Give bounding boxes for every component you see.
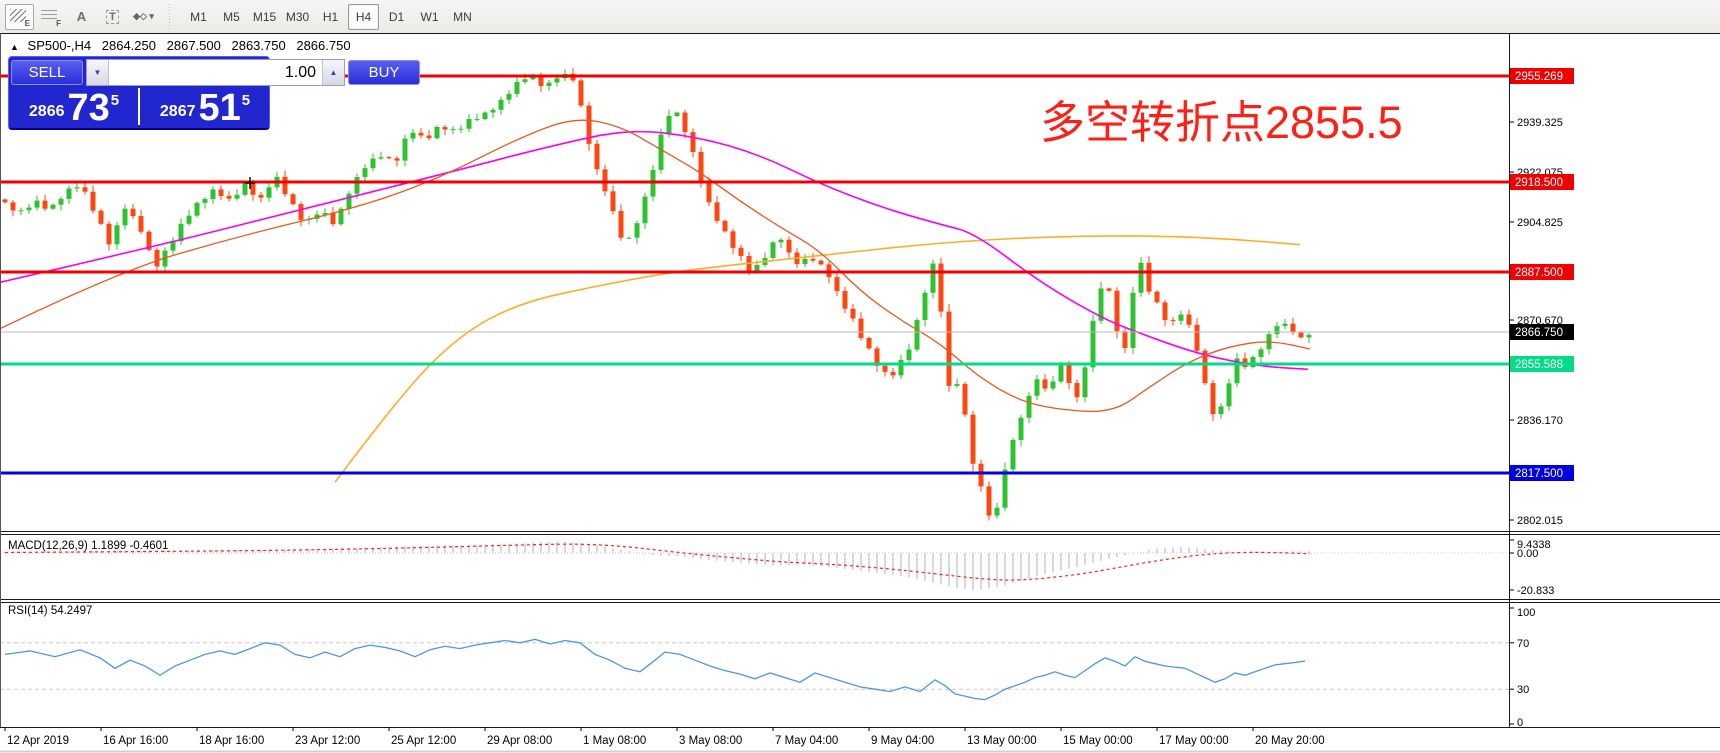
ask-price: 2867 51 5 [140, 86, 269, 127]
toolbar-separator [167, 3, 172, 30]
collapse-panel-icon[interactable]: ▲ [10, 42, 19, 52]
volume-increase-button[interactable]: ▲ [322, 60, 344, 85]
macd-histogram [4, 541, 1310, 591]
timeframe-button-H4[interactable]: H4 [348, 3, 379, 30]
timeframes-toolbar: M1 M5 M15 M30 H1 H4 D1 W1 MN [178, 0, 479, 33]
rsi-line [4, 638, 1306, 701]
rsi-indicator-label: RSI(14) 54.2497 [8, 605, 93, 617]
time-tick-label: 13 May 00:00 [967, 735, 1037, 747]
timeframe-button-MN[interactable]: MN [453, 9, 472, 24]
timeframe-button-W1[interactable]: W1 [420, 9, 439, 24]
timeframe-button-M5[interactable]: M5 [223, 9, 240, 24]
timeframe-button-D1[interactable]: D1 [388, 9, 405, 24]
ask-price-point: 5 [241, 92, 251, 109]
price-tick-label: 2802.015 [1517, 515, 1563, 527]
ask-price-stem: 2867 [159, 103, 196, 120]
chart-title-bar: ▲ SP500-,H4 2864.250 2867.500 2863.750 2… [10, 38, 358, 53]
buy-button[interactable]: BUY [348, 60, 420, 85]
macd-axis-label: 9.4338 [1517, 539, 1551, 551]
price-badge-label: 2955.269 [1515, 71, 1563, 83]
mid-ma-line [0, 130, 1309, 371]
sell-button[interactable]: SELL [11, 60, 83, 85]
bid-ask-row: 2866 73 5 2867 51 5 [9, 86, 269, 127]
line-studies-toolbar: E F A T ◆◇ ▾ [0, 0, 159, 33]
bid-price-point: 5 [110, 92, 120, 109]
open-value: 2864.250 [101, 38, 156, 53]
text-label-icon[interactable]: T [98, 4, 127, 30]
bid-price-pips: 73 [67, 86, 110, 129]
time-tick-label: 25 Apr 12:00 [391, 735, 456, 747]
moving-averages [0, 119, 1311, 483]
volume-input[interactable] [109, 60, 322, 85]
price-tick-label: 2904.825 [1517, 217, 1563, 229]
time-tick-label: 9 May 04:00 [871, 735, 934, 747]
trade-controls-row: SELL ▼ ▲ BUY [9, 57, 420, 86]
panel-borders [0, 33, 1720, 753]
timeframe-button-M1[interactable]: M1 [190, 9, 207, 24]
time-tick-label: 29 Apr 08:00 [487, 735, 552, 747]
chart-text-annotation: 多空转折点2855.5 [1040, 97, 1403, 148]
time-tick-label: 1 May 08:00 [583, 735, 646, 747]
symbol-label: SP500-,H4 [27, 38, 92, 53]
time-tick-label: 18 Apr 16:00 [199, 735, 264, 747]
equidistant-channel-icon[interactable]: E [5, 3, 34, 30]
price-tick-label: 2939.325 [1517, 117, 1563, 129]
low-value: 2863.750 [231, 38, 286, 53]
bid-ask-divider [138, 88, 140, 125]
time-tick-label: 3 May 08:00 [679, 735, 742, 747]
volume-stepper: ▼ ▲ [86, 59, 345, 86]
price-badge-label: 2817.500 [1515, 468, 1563, 480]
ask-price-pips: 51 [198, 86, 241, 129]
timeframe-button-M30[interactable]: M30 [285, 9, 310, 24]
price-badge-label: 2866.750 [1515, 327, 1563, 339]
slow-ma-line [334, 235, 1301, 483]
arrows-icon[interactable]: ◆◇ ▾ [133, 11, 154, 21]
price-axis-badges: 2955.269 2918.500 2887.500 2866.750 2855.588… [1510, 68, 1574, 481]
timeframe-button-H1[interactable]: H1 [322, 9, 339, 24]
time-tick-label: 23 Apr 12:00 [295, 735, 360, 747]
time-axis[interactable]: 12 Apr 2019 16 Apr 16:00 18 Apr 16:00 23 Ap… [4, 727, 1325, 747]
close-value: 2866.750 [296, 38, 351, 53]
timeframe-button-M15[interactable]: M15 [252, 9, 277, 24]
macd-signal-line [4, 543, 1311, 581]
price-badge-label: 2855.588 [1515, 359, 1563, 371]
fibonacci-icon[interactable]: F [36, 4, 65, 30]
rsi-axis-label: 100 [1517, 607, 1535, 619]
chevron-up-icon: ▲ [329, 68, 338, 77]
macd-indicator-label: MACD(12,26,9) 1.1899 -0.4601 [8, 540, 169, 552]
time-tick-label: 17 May 00:00 [1159, 735, 1229, 747]
cross-marker [245, 177, 255, 189]
rsi-axis-label: 0 [1517, 717, 1523, 729]
time-tick-label: 15 May 00:00 [1063, 735, 1133, 747]
fast-ma-line [0, 119, 1311, 413]
price-badge-label: 2887.500 [1515, 267, 1563, 279]
time-tick-label: 20 May 20:00 [1255, 735, 1325, 747]
time-tick-label: 7 May 04:00 [775, 735, 838, 747]
price-tick-label: 2836.170 [1517, 415, 1563, 427]
high-value: 2867.500 [166, 38, 221, 53]
toolbar: E F A T ◆◇ ▾ M1 M5 M15 M30 H1 H4 D1 W1 MN [0, 0, 1720, 34]
time-tick-label: 16 Apr 16:00 [103, 735, 168, 747]
chevron-down-icon: ▼ [93, 68, 102, 77]
rsi-axis-label: 70 [1517, 638, 1529, 650]
indicator-gridlines [0, 552, 1509, 690]
bid-price: 2866 73 5 [9, 86, 138, 127]
text-icon[interactable]: A [76, 9, 87, 24]
rsi-axis-label: 30 [1517, 684, 1529, 696]
bid-price-stem: 2866 [28, 103, 65, 120]
price-badge-label: 2918.500 [1515, 177, 1563, 189]
macd-axis-label: 0.00 [1517, 548, 1538, 560]
macd-axis-label: -20.833 [1517, 585, 1554, 597]
time-tick-label: 12 Apr 2019 [7, 735, 69, 747]
price-axis[interactable]: 2939.3252922.0752904.8252870.6702836.170… [1509, 117, 1563, 729]
volume-decrease-button[interactable]: ▼ [87, 60, 109, 85]
